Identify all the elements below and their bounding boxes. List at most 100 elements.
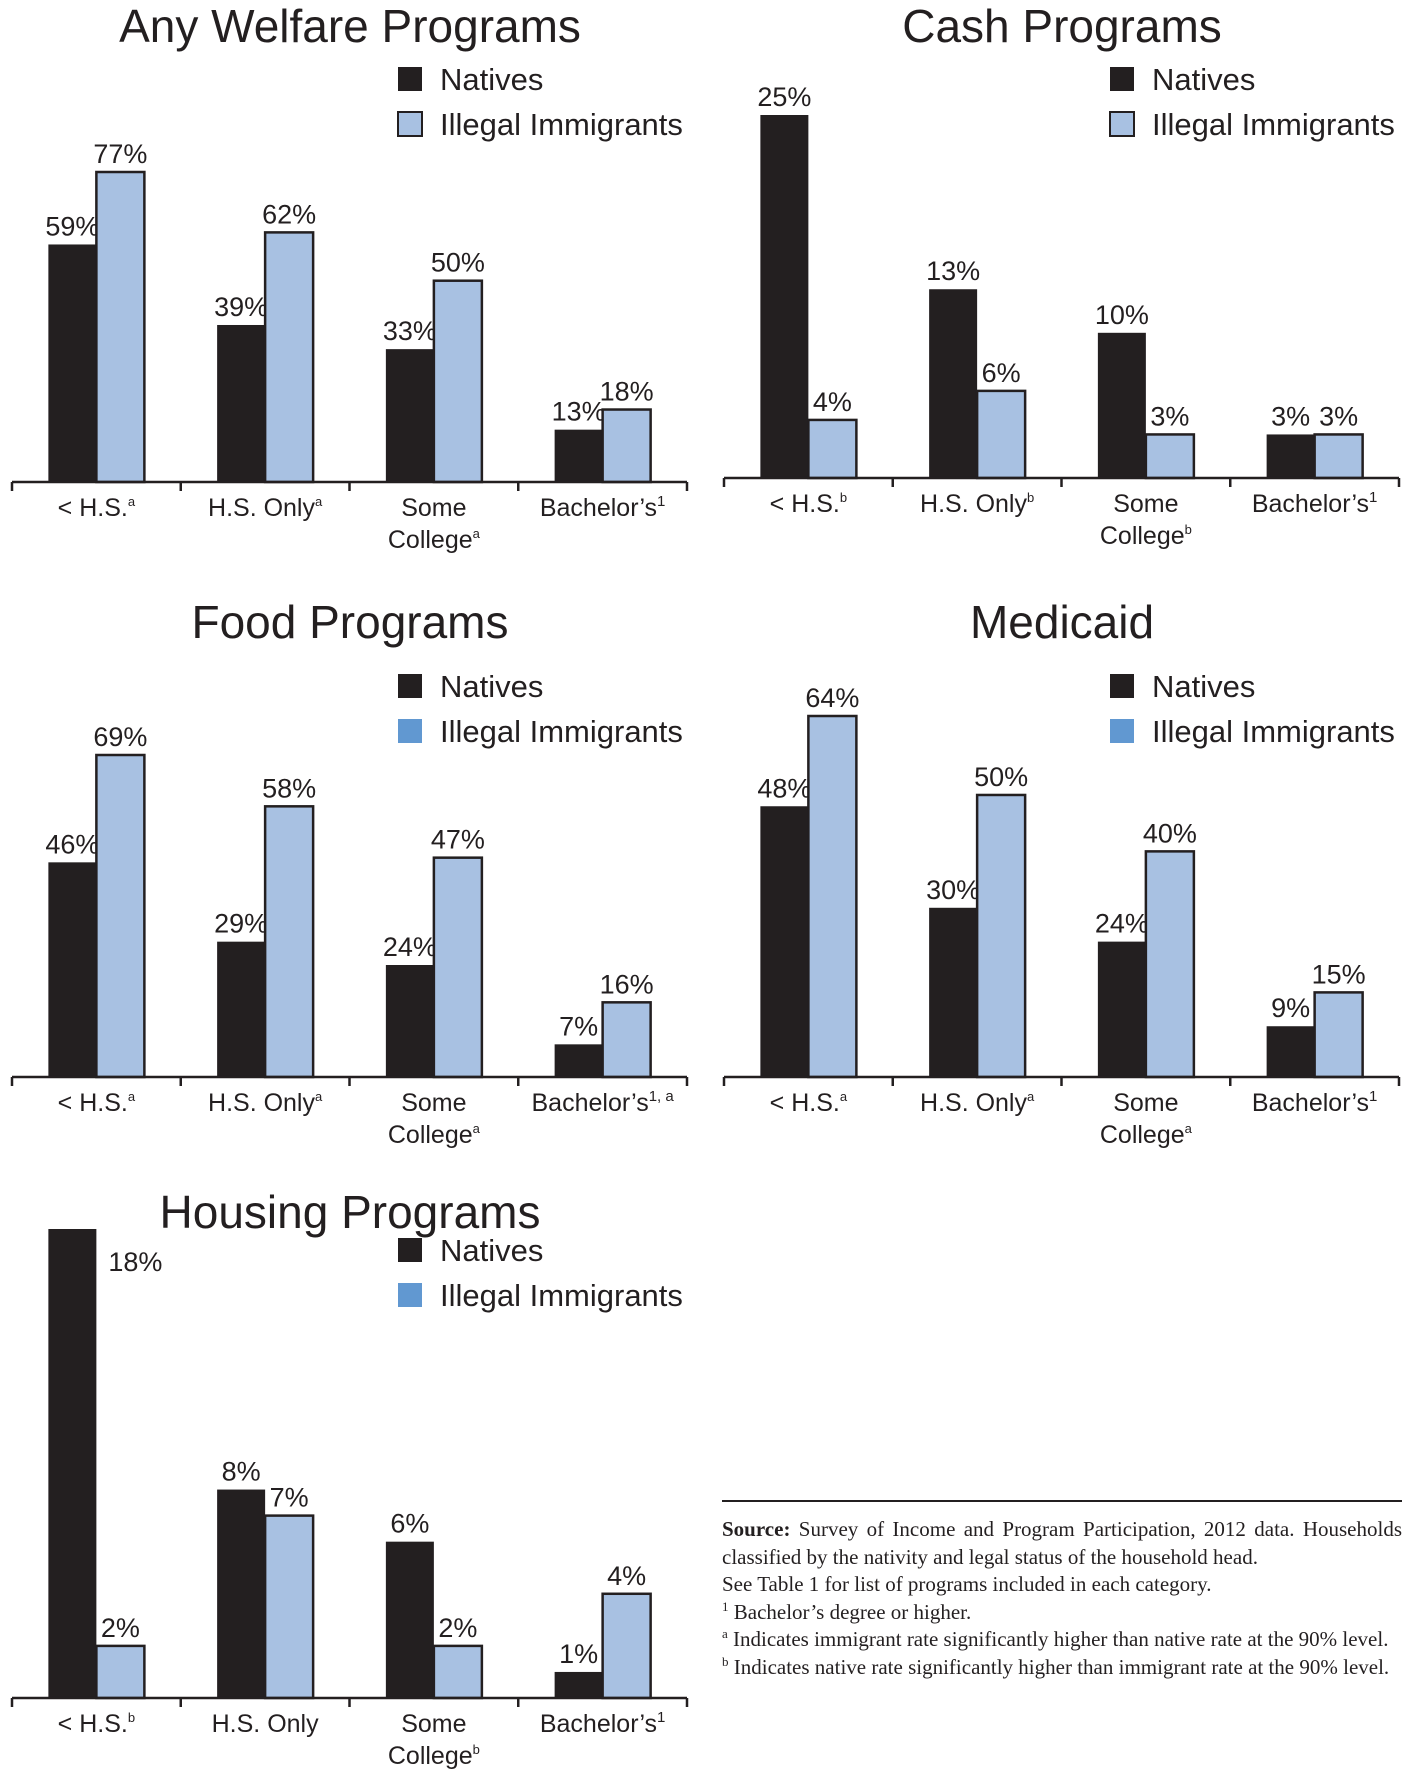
category-label-text-1: H.S. Only: [208, 494, 315, 522]
category-label-text-3: Bachelor’s: [1252, 1089, 1369, 1117]
any-welfare-chart: Any Welfare Programs Natives Illegal Immig…: [10, 0, 689, 554]
footnote-b-mark: b: [722, 1653, 729, 1669]
bar-label-illegal-immigrants-2: 40%: [1143, 818, 1197, 848]
food-programs-legend: Natives Illegal Immigrants: [398, 669, 683, 749]
bar-natives-1: [929, 289, 978, 478]
bar-label-natives-2: 33%: [383, 316, 437, 346]
source-paragraph: Source: Survey of Income and Program Par…: [722, 1516, 1402, 1571]
category-label-text-3: Bachelor’s: [540, 494, 657, 522]
bar-label-natives-1: 30%: [926, 875, 980, 905]
bar-illegal-immigrants-0: [807, 714, 858, 1079]
bar-illegal-immigrants-2: [1144, 850, 1196, 1079]
bar-label-natives-1: 39%: [214, 292, 268, 322]
housing-programs-legend: Natives Illegal Immigrants: [398, 1233, 683, 1313]
category-label-line2-2: Collegea: [388, 526, 481, 554]
bar-label-illegal-immigrants-1: 58%: [262, 773, 316, 803]
category-label-1: H.S. Onlyb: [920, 490, 1034, 518]
footnote-b-text: Indicates native rate significantly high…: [728, 1654, 1390, 1679]
category-label-1: H.S. Onlya: [208, 494, 323, 522]
bar-label-illegal-immigrants-2: 47%: [431, 825, 485, 855]
legend-label-natives: Natives: [440, 669, 543, 704]
category-label-sup-3: 1: [1369, 1088, 1377, 1105]
bar-label-illegal-immigrants-2: 3%: [1150, 401, 1189, 431]
category-label-sup-3: 1, a: [649, 1088, 675, 1105]
category-label-sup-1: a: [315, 494, 323, 509]
footnote-a-mark: a: [722, 1626, 728, 1641]
bar-illegal-immigrants-1: [975, 793, 1027, 1079]
bar-label-natives-3: 3%: [1271, 401, 1310, 431]
category-label-0: < H.S.b: [770, 490, 847, 518]
legend-swatch-illegal-immigrants: [1110, 719, 1134, 743]
category-label-2: Some: [401, 1089, 466, 1117]
bar-natives-1: [217, 1489, 266, 1698]
category-label-0: < H.S.b: [58, 1710, 135, 1738]
category-label-3: Bachelor’s1: [540, 1709, 666, 1738]
bar-natives-1: [217, 941, 266, 1077]
category-label-text-3: Bachelor’s: [1252, 490, 1369, 518]
bar-label-natives-3: 13%: [552, 397, 606, 427]
category-label-0: < H.S.a: [770, 1089, 848, 1117]
legend-swatch-natives: [398, 67, 422, 91]
category-label-text-2: Some: [401, 1089, 466, 1117]
category-label-1: H.S. Onlya: [208, 1089, 323, 1117]
category-label-text-2: Some: [401, 494, 466, 522]
bar-natives-3: [1266, 1026, 1315, 1077]
legend-label-illegal-immigrants: Illegal Immigrants: [440, 107, 683, 142]
bar-label-natives-0: 18%: [108, 1247, 162, 1277]
medicaid-title: Medicaid: [970, 596, 1154, 648]
footnote-1-text: Bachelor’s degree or higher.: [728, 1599, 972, 1624]
footnote-a-text: Indicates immigrant rate significantly h…: [727, 1627, 1389, 1651]
bar-label-natives-0: 48%: [757, 773, 811, 803]
bar-illegal-immigrants-0: [95, 753, 146, 1079]
category-label-3: Bachelor’s1: [1252, 489, 1378, 518]
category-label-text-0: < H.S.: [770, 1089, 840, 1117]
category-label-line2-2: Collegeb: [1100, 522, 1192, 550]
bar-natives-2: [385, 349, 434, 482]
bar-label-illegal-immigrants-3: 18%: [600, 377, 654, 407]
bar-label-natives-3: 7%: [559, 1011, 598, 1041]
bar-illegal-immigrants-3: [601, 1001, 652, 1079]
category-label-text-1: H.S. Only: [212, 1710, 319, 1738]
bar-illegal-immigrants-2: [432, 279, 484, 484]
category-label-text-3: Bachelor’s: [540, 1710, 657, 1738]
bar-label-natives-2: 10%: [1095, 300, 1149, 330]
medicaid-legend: Natives Illegal Immigrants: [1110, 669, 1395, 749]
bar-illegal-immigrants-1: [975, 389, 1027, 480]
category-label-line2-2: Collegeb: [388, 1742, 480, 1770]
bar-label-natives-2: 24%: [383, 932, 437, 962]
bar-illegal-immigrants-3: [601, 1592, 652, 1700]
legend-swatch-natives: [398, 674, 422, 698]
category-label-2: Some: [401, 494, 466, 522]
source-table-note: See Table 1 for list of programs include…: [722, 1572, 1212, 1596]
category-label-sup-3: 1: [657, 1709, 665, 1726]
category-label-line2-text-2: College: [388, 526, 473, 554]
bar-illegal-immigrants-3: [1313, 991, 1364, 1079]
bar-natives-2: [385, 1541, 434, 1698]
bar-natives-1: [217, 324, 266, 482]
legend-swatch-natives: [1110, 674, 1134, 698]
food-programs-chart: Food Programs Natives Illegal Immigrants 46…: [10, 596, 689, 1149]
legend-swatch-illegal-immigrants: [397, 111, 423, 137]
category-label-line2-2: Collegea: [1100, 1121, 1193, 1149]
category-label-sup-1: a: [1027, 1089, 1035, 1104]
category-label-0: < H.S.a: [58, 494, 136, 522]
category-label-line2-text-2: College: [388, 1121, 473, 1149]
category-label-line2-text-2: College: [388, 1742, 473, 1770]
category-label-0: < H.S.a: [58, 1089, 136, 1117]
bar-natives-3: [554, 429, 603, 482]
legend-swatch-illegal-immigrants: [398, 719, 422, 743]
category-label-sup-1: b: [1027, 490, 1034, 505]
any-welfare-programs-title: Any Welfare Programs: [119, 0, 581, 52]
bar-illegal-immigrants-2: [432, 856, 484, 1079]
legend-swatch-illegal-immigrants: [1109, 111, 1135, 137]
footnote-b: b Indicates native rate significantly hi…: [722, 1654, 1402, 1682]
category-label-text-1: H.S. Only: [208, 1089, 315, 1117]
category-label-sup-0: b: [128, 1710, 135, 1725]
cash-programs-legend: Natives Illegal Immigrants: [1109, 62, 1395, 142]
category-label-sup-0: b: [840, 490, 847, 505]
category-label-sup-0: a: [128, 494, 136, 509]
footnote-a: a Indicates immigrant rate significantly…: [722, 1626, 1402, 1654]
category-label-sup-0: a: [128, 1089, 136, 1104]
category-label-1: H.S. Only: [212, 1710, 319, 1738]
bar-illegal-immigrants-1: [263, 805, 315, 1079]
